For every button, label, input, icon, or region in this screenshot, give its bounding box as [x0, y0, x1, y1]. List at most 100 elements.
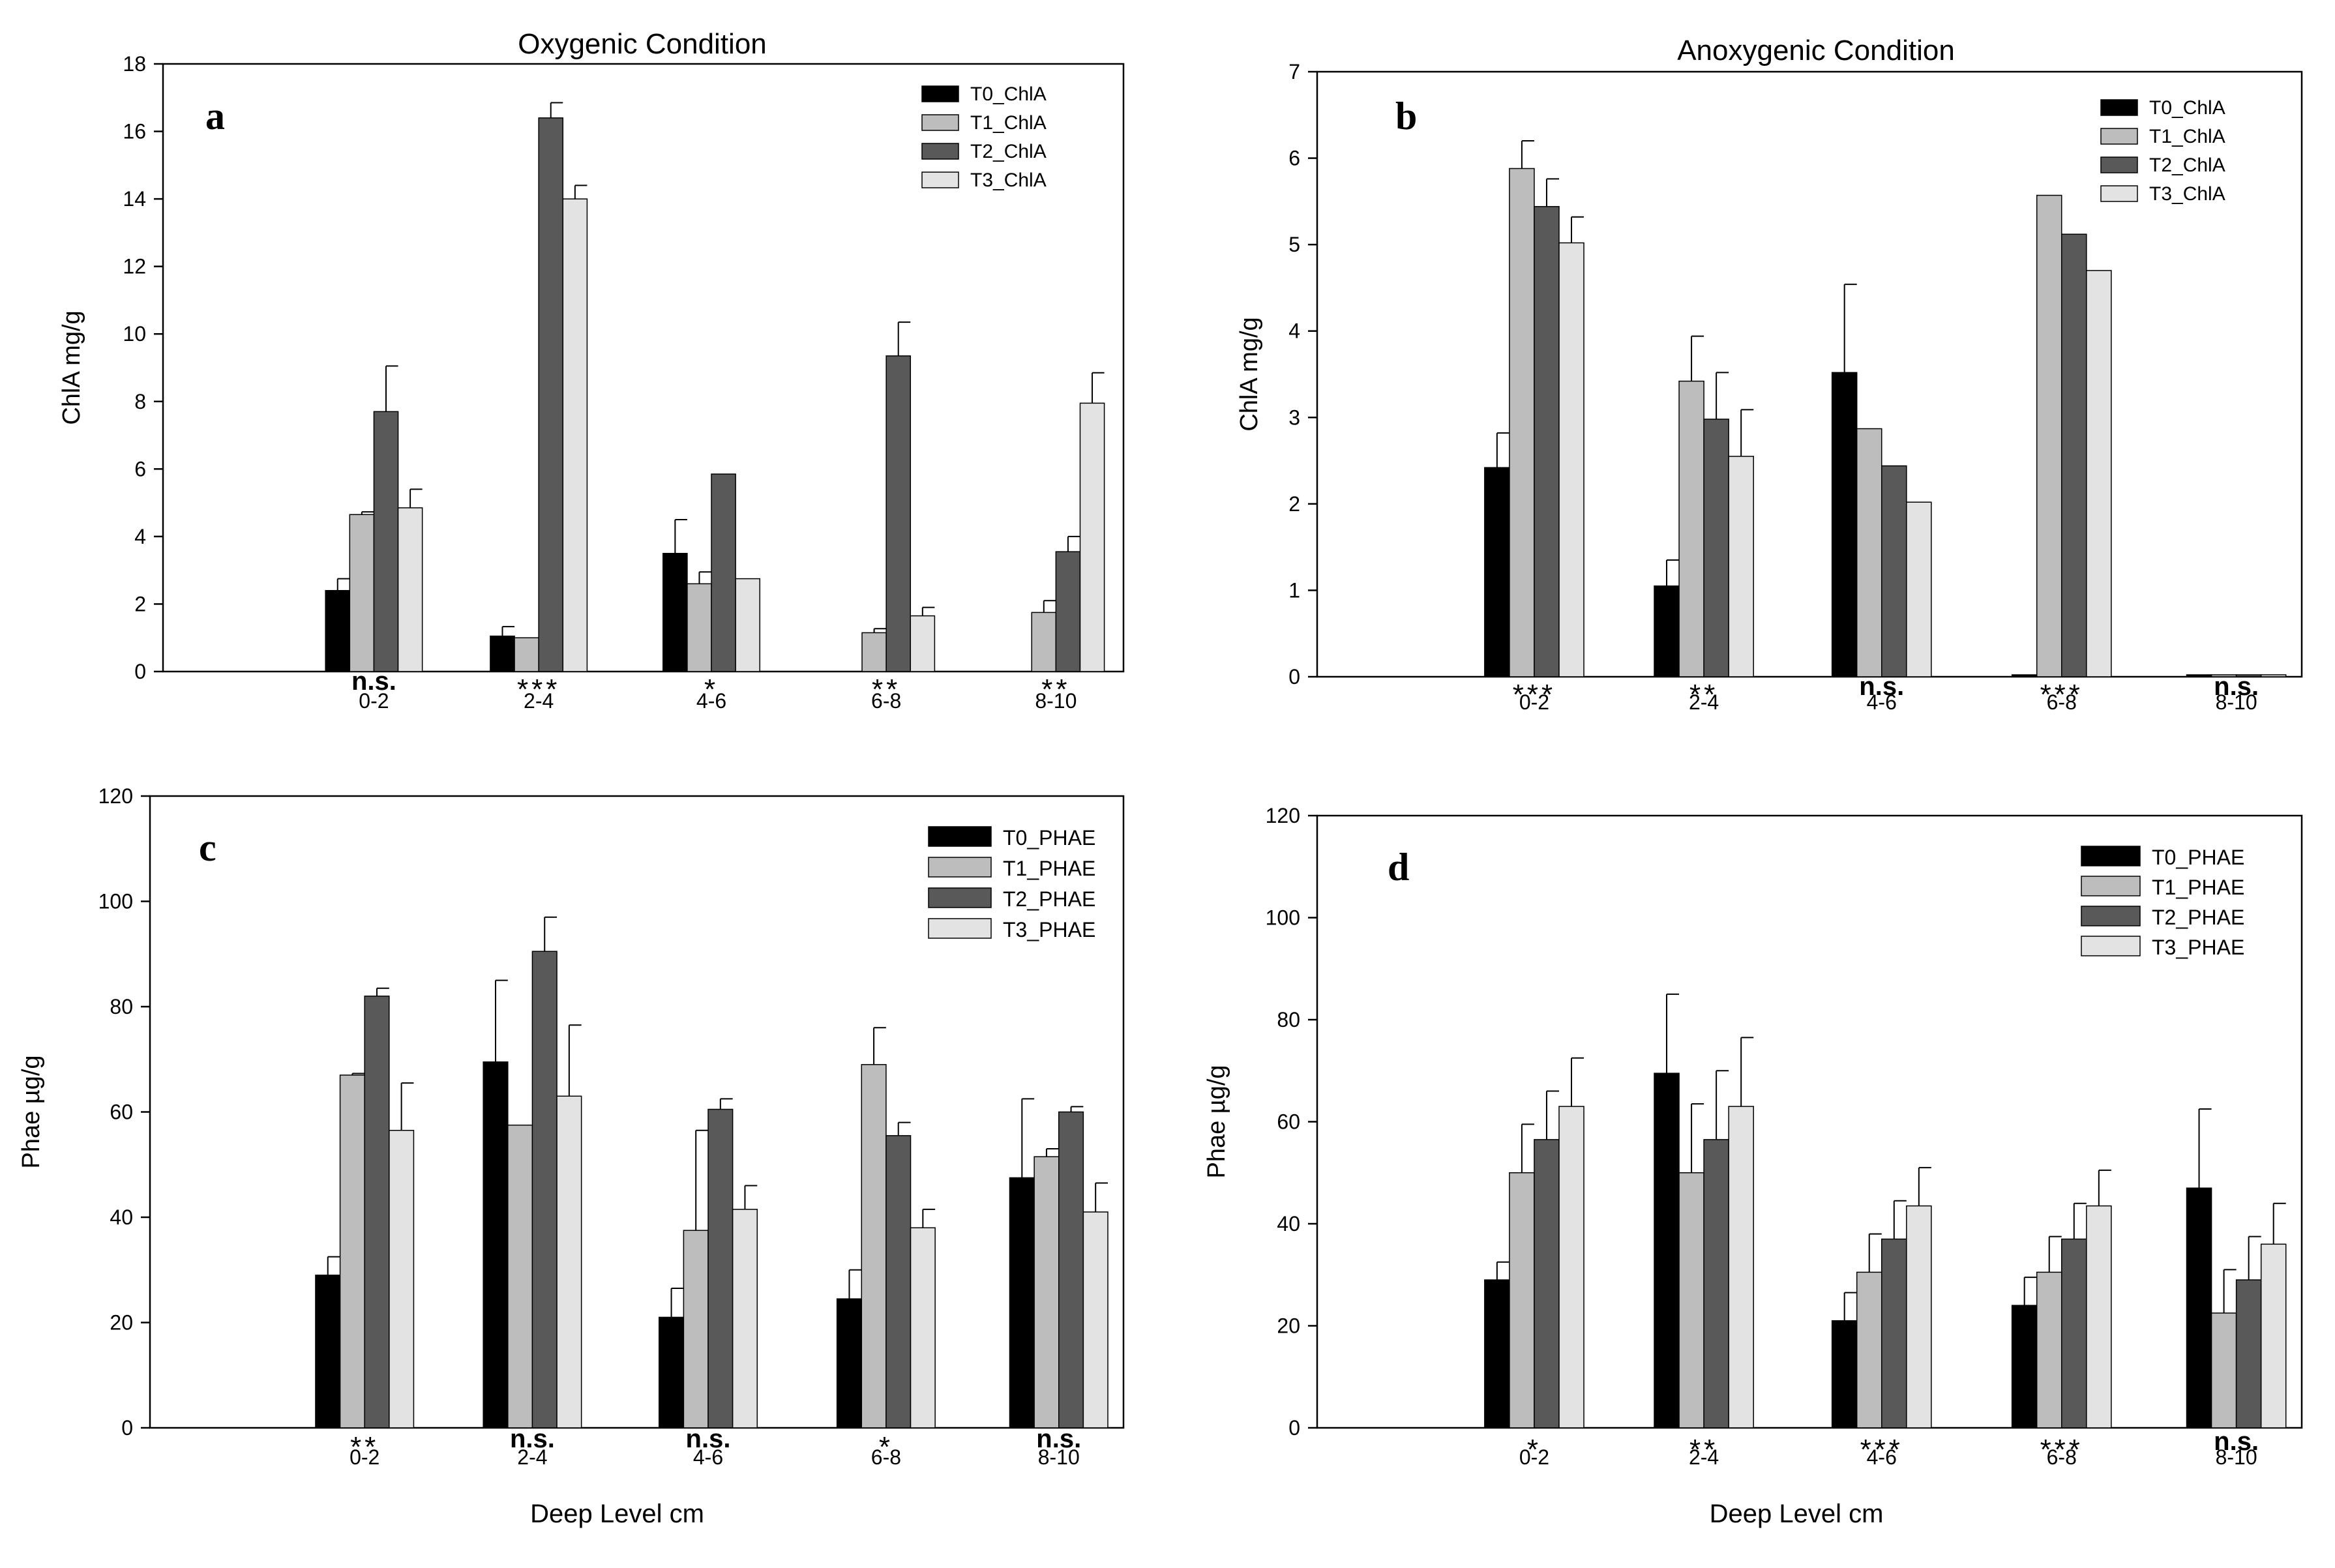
legend-swatch-T3_PHAE [928, 918, 992, 939]
significance-label: n.s. [686, 1425, 731, 1453]
bar-T1_ChlA-4-6 [687, 583, 712, 672]
bar-T3_ChlA-0-2 [1558, 242, 1584, 677]
y-tick-label: 2 [1288, 492, 1300, 516]
bar-T1_PHAE-4-6 [683, 1230, 709, 1428]
bar-T1_PHAE-0-2 [1509, 1172, 1535, 1428]
bar-T0_PHAE-8-10 [2186, 1187, 2212, 1428]
legend-swatch-T3_ChlA [921, 171, 959, 188]
bar-T3_ChlA-4-6 [735, 578, 761, 672]
bar-T0_PHAE-4-6 [1831, 1320, 1858, 1428]
x-category-label: 8-10 [1038, 1445, 1080, 1469]
bar-T2_PHAE-2-4 [531, 951, 558, 1428]
y-tick-label: 6 [134, 457, 146, 481]
bar-T3_ChlA-8-10 [2260, 674, 2287, 677]
legend-swatch-T2_PHAE [2081, 906, 2141, 926]
x-category-label: 8-10 [1035, 689, 1077, 713]
y-tick-label: 100 [98, 890, 133, 913]
bar-T2_PHAE-8-10 [2235, 1279, 2262, 1428]
y-tick-label: 12 [123, 255, 146, 278]
bar-T2_PHAE-6-8 [885, 1135, 912, 1428]
x-axis-label: Deep Level cm [1710, 1500, 1884, 1528]
legend-swatch-T1_PHAE [2081, 876, 2141, 896]
bar-T3_ChlA-6-8 [2086, 270, 2112, 677]
bar-T0_PHAE-0-2 [315, 1275, 341, 1428]
bar-T0_PHAE-6-8 [836, 1298, 863, 1428]
y-tick-label: 4 [1288, 319, 1300, 343]
legend-label: T3_PHAE [2152, 936, 2244, 959]
significance-label: ** [1689, 1434, 1718, 1466]
y-axis-label: Phae µg/g [1203, 1065, 1230, 1178]
legend-label: T2_PHAE [1003, 887, 1095, 911]
legend-label: T0_ChlA [970, 83, 1047, 105]
y-tick-label: 3 [1288, 406, 1300, 429]
x-category-label: 8-10 [2216, 690, 2257, 714]
y-tick-label: 40 [1277, 1212, 1300, 1235]
plot-frame [1316, 70, 2303, 678]
significance-label: n.s. [2214, 1427, 2259, 1456]
x-category-label: 0-2 [1519, 690, 1549, 714]
significance-label: n.s. [1036, 1425, 1081, 1453]
legend-label: T1_ChlA [2149, 126, 2225, 147]
bar-T1_PHAE-8-10 [1034, 1156, 1060, 1428]
legend-swatch-T0_PHAE [928, 826, 992, 847]
significance-label: ** [350, 1431, 379, 1463]
bar-T2_ChlA-0-2 [373, 411, 399, 672]
bar-T0_ChlA-4-6 [662, 553, 688, 672]
y-tick-label: 10 [123, 322, 146, 346]
bar-T3_PHAE-8-10 [2260, 1243, 2287, 1428]
legend-swatch-T0_ChlA [2100, 99, 2138, 116]
legend-label: T3_ChlA [970, 170, 1047, 191]
significance-label: n.s. [1859, 672, 1904, 701]
bar-T1_PHAE-6-8 [861, 1064, 887, 1428]
bar-T3_ChlA-2-4 [1728, 456, 1754, 677]
bar-T3_PHAE-4-6 [732, 1209, 758, 1428]
bar-T3_PHAE-0-2 [389, 1130, 415, 1428]
bar-T2_ChlA-2-4 [538, 117, 564, 672]
x-category-label: 2-4 [517, 1445, 547, 1469]
y-tick-label: 20 [1277, 1314, 1300, 1338]
x-category-label: 0-2 [359, 689, 389, 713]
legend-swatch-T2_ChlA [2100, 156, 2138, 173]
bar-T2_PHAE-8-10 [1058, 1111, 1084, 1428]
bar-T0_PHAE-4-6 [659, 1316, 685, 1428]
legend-swatch-T3_PHAE [2081, 936, 2141, 956]
y-tick-label: 1 [1288, 578, 1300, 602]
bar-T2_PHAE-6-8 [2061, 1238, 2087, 1428]
x-axis-label: Deep Level cm [530, 1500, 704, 1528]
bar-T2_ChlA-0-2 [1534, 206, 1560, 677]
bar-T0_PHAE-2-4 [483, 1061, 509, 1428]
y-tick-label: 4 [134, 525, 146, 548]
y-tick-label: 60 [1277, 1110, 1300, 1134]
significance-label: ** [872, 673, 900, 705]
legend-label: T3_ChlA [2149, 183, 2225, 205]
bar-T3_PHAE-4-6 [1906, 1205, 1932, 1428]
x-category-label: 6-8 [2047, 1445, 2077, 1469]
x-category-label: 4-6 [1867, 690, 1897, 714]
bar-T2_ChlA-4-6 [711, 473, 736, 672]
x-category-label: 8-10 [2216, 1445, 2257, 1469]
significance-label: *** [517, 673, 560, 705]
bar-T1_ChlA-6-8 [2036, 194, 2062, 677]
y-tick-label: 80 [1277, 1008, 1300, 1031]
bar-T1_ChlA-0-2 [1509, 168, 1535, 677]
panel-letter: c [199, 826, 216, 869]
significance-label: *** [1513, 679, 1556, 711]
bar-T3_ChlA-4-6 [1906, 501, 1932, 677]
legend-label: T0_PHAE [1003, 826, 1095, 850]
significance-label: n.s. [351, 667, 396, 696]
legend-label: T0_ChlA [2149, 97, 2225, 119]
legend-swatch-T1_ChlA [2100, 128, 2138, 145]
bar-T1_PHAE-8-10 [2210, 1312, 2237, 1428]
bar-T0_PHAE-6-8 [2011, 1305, 2038, 1428]
bar-T2_ChlA-8-10 [1055, 551, 1081, 672]
y-tick-label: 18 [123, 52, 146, 76]
y-axis-label: ChlA mg/g [1236, 317, 1263, 431]
plot-frame [162, 63, 1125, 673]
significance-label: ** [1041, 673, 1070, 705]
bar-T2_PHAE-2-4 [1703, 1139, 1729, 1428]
y-tick-label: 120 [1266, 804, 1300, 827]
bar-T0_ChlA-2-4 [1654, 585, 1680, 677]
